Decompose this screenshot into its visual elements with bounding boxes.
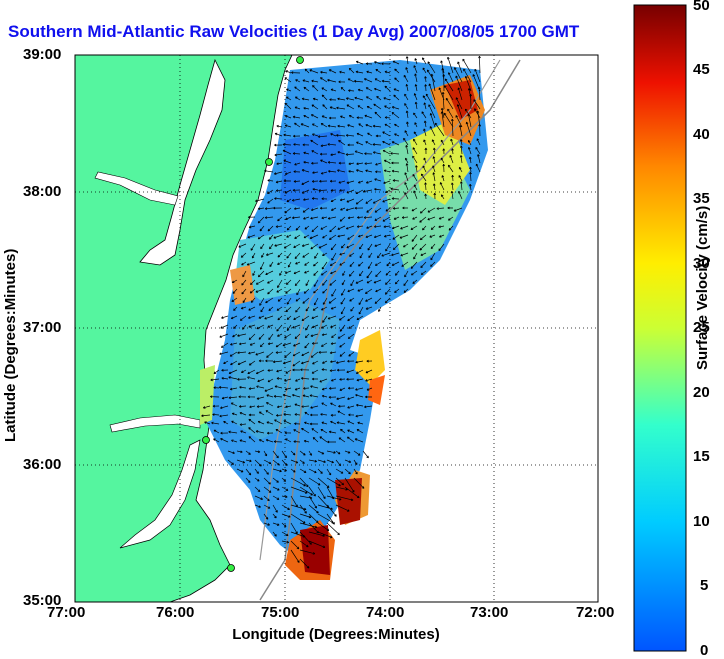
colorbar-tick: 45 — [693, 61, 710, 78]
x-tick-label: 73:00 — [470, 604, 509, 621]
velocity-arrows — [201, 55, 482, 569]
bathymetry-contour — [259, 59, 521, 601]
y-tick-label: 35:00 — [23, 592, 62, 609]
pamlico-sound — [119, 439, 201, 549]
colorbar-label: Surface Velocity (cm/s) — [694, 205, 711, 370]
colorbar-tick: 5 — [700, 577, 709, 594]
y-tick-label: 39:00 — [23, 46, 62, 63]
chesapeake-bay — [139, 58, 226, 266]
colorbar-tick: 10 — [693, 513, 710, 530]
x-tick-label: 75:00 — [261, 604, 300, 621]
colorbar-tick: 50 — [693, 0, 710, 14]
x-tick-label: 74:00 — [366, 604, 405, 621]
y-tick-label: 38:00 — [23, 183, 62, 200]
colorbar-tick: 40 — [693, 126, 710, 143]
colorbar-tick: 25 — [693, 319, 710, 336]
x-tick-label: 77:00 — [47, 604, 86, 621]
x-tick-label: 76:00 — [156, 604, 195, 621]
y-tick-label: 36:00 — [23, 456, 62, 473]
x-axis-label: Longitude (Degrees:Minutes) — [232, 626, 440, 643]
map-title: Southern Mid-Atlantic Raw Velocities (1 … — [8, 22, 580, 41]
colorbar-tick: 35 — [693, 190, 710, 207]
colorbar-tick: 30 — [693, 255, 710, 272]
radar-stations — [202, 56, 304, 572]
y-axis-label: Latitude (Degrees:Minutes) — [2, 248, 19, 442]
colorbar-tick: 0 — [700, 642, 709, 659]
albemarle-sound — [109, 414, 201, 433]
bathymetry-contour-2 — [259, 59, 501, 561]
colorbar — [633, 4, 687, 652]
y-tick-label: 37:00 — [23, 319, 62, 336]
x-tick-label: 72:00 — [576, 604, 615, 621]
colorbar-tick: 20 — [693, 384, 710, 401]
colorbar-tick: 15 — [693, 448, 710, 465]
potomac-river — [94, 171, 179, 206]
arrow-glyphs — [201, 55, 482, 569]
